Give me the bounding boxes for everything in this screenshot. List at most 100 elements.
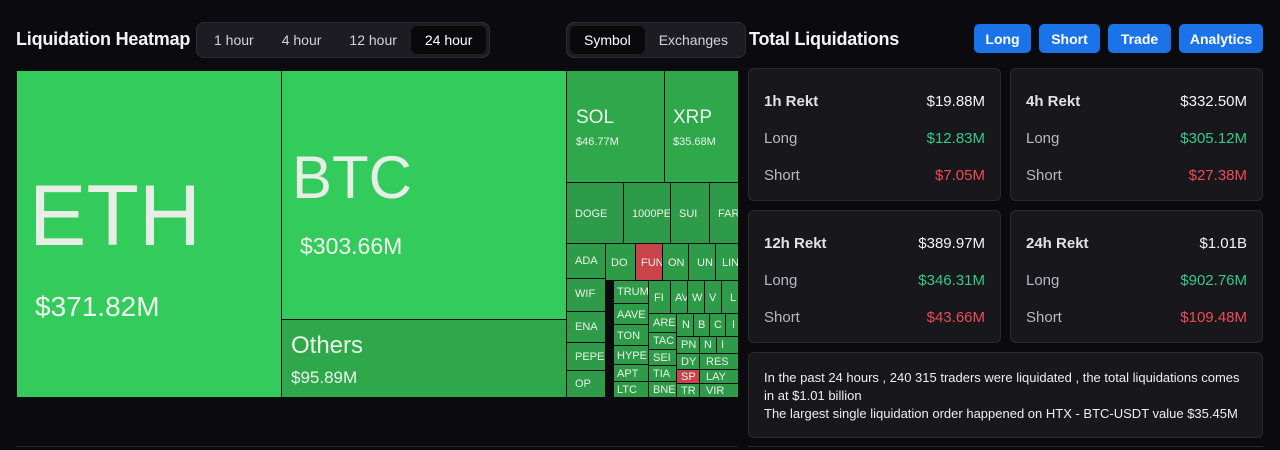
- tile-wif[interactable]: WIF: [566, 278, 606, 312]
- card-4h-rekt: 4h Rekt $332.50M Long $305.12M Short $27…: [1010, 68, 1263, 201]
- tile-sei[interactable]: SEI: [648, 349, 677, 366]
- card-12h-short-label: Short: [764, 309, 800, 326]
- tile-1000pepe[interactable]: 1000PE: [623, 182, 671, 244]
- tile-res[interactable]: RES: [699, 353, 738, 370]
- tile-ondo[interactable]: ON: [662, 243, 689, 281]
- total-liquidations-title: Total Liquidations: [749, 29, 900, 49]
- tile-fun[interactable]: FUN: [635, 243, 663, 281]
- analytics-button[interactable]: Analytics: [1179, 24, 1263, 53]
- tile-avax[interactable]: AV: [670, 280, 688, 314]
- card-1h-total: $19.88M: [926, 93, 985, 110]
- tile-arb[interactable]: ARE: [648, 313, 677, 333]
- tile-dot[interactable]: DO: [605, 243, 636, 281]
- tile-fil[interactable]: FI: [648, 280, 671, 314]
- tile-ton[interactable]: TON: [613, 324, 649, 346]
- card-24h-rekt: 24h Rekt $1.01B Long $902.76M Short $109…: [1010, 210, 1263, 343]
- view-exchanges[interactable]: Exchanges: [658, 32, 728, 48]
- view-symbol[interactable]: Symbol: [570, 26, 645, 54]
- tile-tr[interactable]: TR: [676, 383, 700, 398]
- panel-bottom-border: [16, 446, 738, 447]
- tile-l[interactable]: L: [721, 280, 738, 314]
- card-1h-long-value: $12.83M: [926, 130, 985, 147]
- tile-ada[interactable]: ADA: [566, 243, 606, 279]
- tile-vir[interactable]: VIR: [699, 383, 738, 398]
- tile-far[interactable]: FAR: [709, 182, 738, 244]
- timeframe-selector: 1 hour 4 hour 12 hour 24 hour: [196, 22, 491, 58]
- card-24h-total: $1.01B: [1199, 235, 1247, 252]
- tile-dy[interactable]: DY: [676, 353, 700, 370]
- tile-i[interactable]: I: [725, 313, 738, 337]
- tile-b[interactable]: B: [693, 313, 710, 337]
- card-1h-short-value: $7.05M: [934, 167, 985, 184]
- card-12h-short-value: $43.66M: [926, 309, 985, 326]
- tile-others-value: $95.89M: [291, 368, 358, 387]
- tile-xrp-value: $35.68M: [673, 136, 716, 148]
- tile-tia[interactable]: TIA: [648, 365, 677, 382]
- tile-others[interactable]: Others $95.89M: [281, 319, 567, 398]
- tile-sol[interactable]: SOL $46.77M: [566, 70, 665, 183]
- card-1h-long-label: Long: [764, 130, 798, 147]
- tile-aave[interactable]: AAVE: [613, 303, 649, 325]
- tile-lay[interactable]: LAY: [699, 369, 738, 384]
- card-24h-long-label: Long: [1026, 272, 1060, 289]
- card-4h-short-value: $27.38M: [1188, 167, 1247, 184]
- timeframe-4h[interactable]: 4 hour: [281, 32, 322, 48]
- tile-xrp-symbol: XRP: [673, 107, 713, 128]
- summary-total-line: In the past 24 hours , 240 315 traders w…: [764, 370, 1240, 403]
- card-4h-label: 4h Rekt: [1026, 93, 1081, 110]
- tile-eth-value: $371.82M: [35, 291, 160, 322]
- long-button[interactable]: Long: [974, 24, 1031, 53]
- trade-button[interactable]: Trade: [1108, 24, 1171, 53]
- tile-btc-value: $303.66M: [300, 233, 403, 259]
- tile-bnb[interactable]: BNE: [648, 381, 677, 398]
- tile-op[interactable]: OP: [566, 370, 606, 398]
- tile-tac[interactable]: TAC: [648, 332, 677, 350]
- tile-apt[interactable]: APT: [613, 364, 649, 382]
- tile-link[interactable]: LIN: [715, 243, 738, 281]
- tile-c[interactable]: C: [709, 313, 726, 337]
- card-24h-short-value: $109.48M: [1180, 309, 1247, 326]
- card-1h-label: 1h Rekt: [764, 93, 819, 110]
- tile-near[interactable]: N: [676, 313, 694, 337]
- tile-n2[interactable]: N: [699, 336, 717, 354]
- tile-ltc[interactable]: LTC: [613, 381, 649, 398]
- card-4h-long-label: Long: [1026, 130, 1060, 147]
- tile-sp[interactable]: SP: [676, 369, 700, 384]
- tile-sol-value: $46.77M: [576, 136, 619, 148]
- heatmap-title: Liquidation Heatmap: [16, 29, 191, 49]
- timeframe-24h[interactable]: 24 hour: [410, 26, 487, 54]
- card-12h-label: 12h Rekt: [764, 235, 827, 252]
- card-24h-label: 24h Rekt: [1026, 235, 1089, 252]
- tile-xrp[interactable]: XRP $35.68M: [664, 70, 738, 183]
- tile-w[interactable]: W: [687, 280, 705, 314]
- tile-hype[interactable]: HYPE: [613, 345, 649, 365]
- tile-ena[interactable]: ENA: [566, 311, 606, 343]
- card-24h-long-value: $902.76M: [1180, 272, 1247, 289]
- card-4h-total: $332.50M: [1180, 93, 1247, 110]
- tile-pn[interactable]: PN: [676, 336, 700, 354]
- tile-i2[interactable]: I: [716, 336, 738, 354]
- tile-btc-symbol: BTC: [292, 144, 412, 211]
- tile-sui[interactable]: SUI: [670, 182, 710, 244]
- card-12h-rekt: 12h Rekt $389.97M Long $346.31M Short $4…: [748, 210, 1001, 343]
- timeframe-1h[interactable]: 1 hour: [214, 32, 254, 48]
- card-24h-short-label: Short: [1026, 309, 1062, 326]
- panel-bottom-border-right: [748, 446, 1263, 447]
- tile-others-symbol: Others: [291, 332, 364, 359]
- tile-sol-symbol: SOL: [576, 107, 615, 128]
- card-1h-rekt: 1h Rekt $19.88M Long $12.83M Short $7.05…: [748, 68, 1001, 201]
- tile-eth[interactable]: ETH $371.82M: [16, 70, 282, 398]
- timeframe-12h[interactable]: 12 hour: [349, 32, 397, 48]
- tile-btc[interactable]: BTC $303.66M: [281, 70, 567, 320]
- tile-doge[interactable]: DOGE: [566, 182, 624, 244]
- tile-eth-symbol: ETH: [29, 168, 201, 264]
- tile-pepe[interactable]: PEPE: [566, 342, 606, 371]
- tile-uni[interactable]: UN: [688, 243, 716, 281]
- card-4h-long-value: $305.12M: [1180, 130, 1247, 147]
- tile-v[interactable]: V: [704, 280, 722, 314]
- card-1h-short-label: Short: [764, 167, 800, 184]
- liquidation-summary: In the past 24 hours , 240 315 traders w…: [748, 352, 1263, 438]
- tile-trump[interactable]: TRUM: [613, 280, 649, 304]
- card-12h-total: $389.97M: [918, 235, 985, 252]
- short-button[interactable]: Short: [1039, 24, 1100, 53]
